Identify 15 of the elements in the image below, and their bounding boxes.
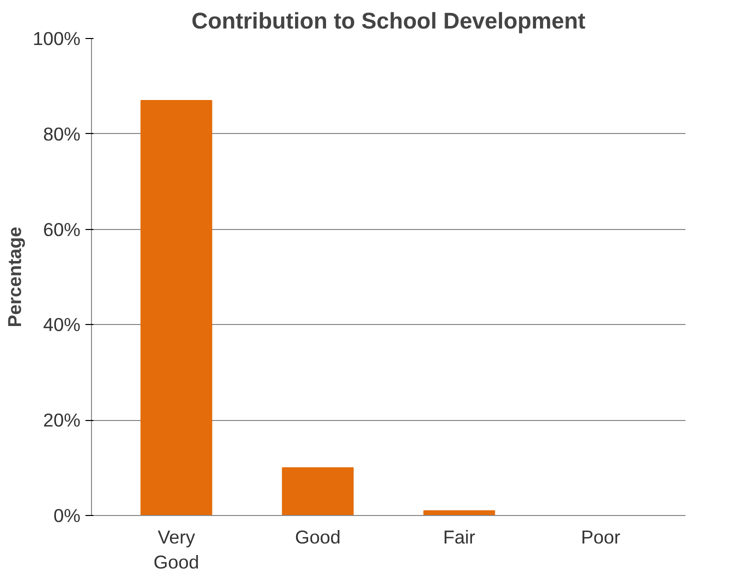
x-tick-label: Fair [443, 526, 476, 548]
bar [282, 467, 354, 516]
x-tick-label: Good [294, 526, 341, 548]
x-tick-label: Poor [580, 526, 620, 548]
y-tick-label: 100% [32, 28, 81, 49]
chart-title: Contribution to School Development [192, 8, 586, 34]
bar [423, 510, 496, 516]
y-tick-label: 20% [43, 410, 81, 431]
y-tick-label: 60% [43, 218, 81, 240]
y-tick-label: 0% [54, 505, 81, 526]
y-tick-label: 80% [43, 123, 81, 144]
y-axis-title: Percentage [4, 226, 25, 328]
x-tick-label: Very Good [154, 526, 200, 573]
y-tick-label: 40% [43, 314, 81, 336]
bar [140, 100, 212, 516]
